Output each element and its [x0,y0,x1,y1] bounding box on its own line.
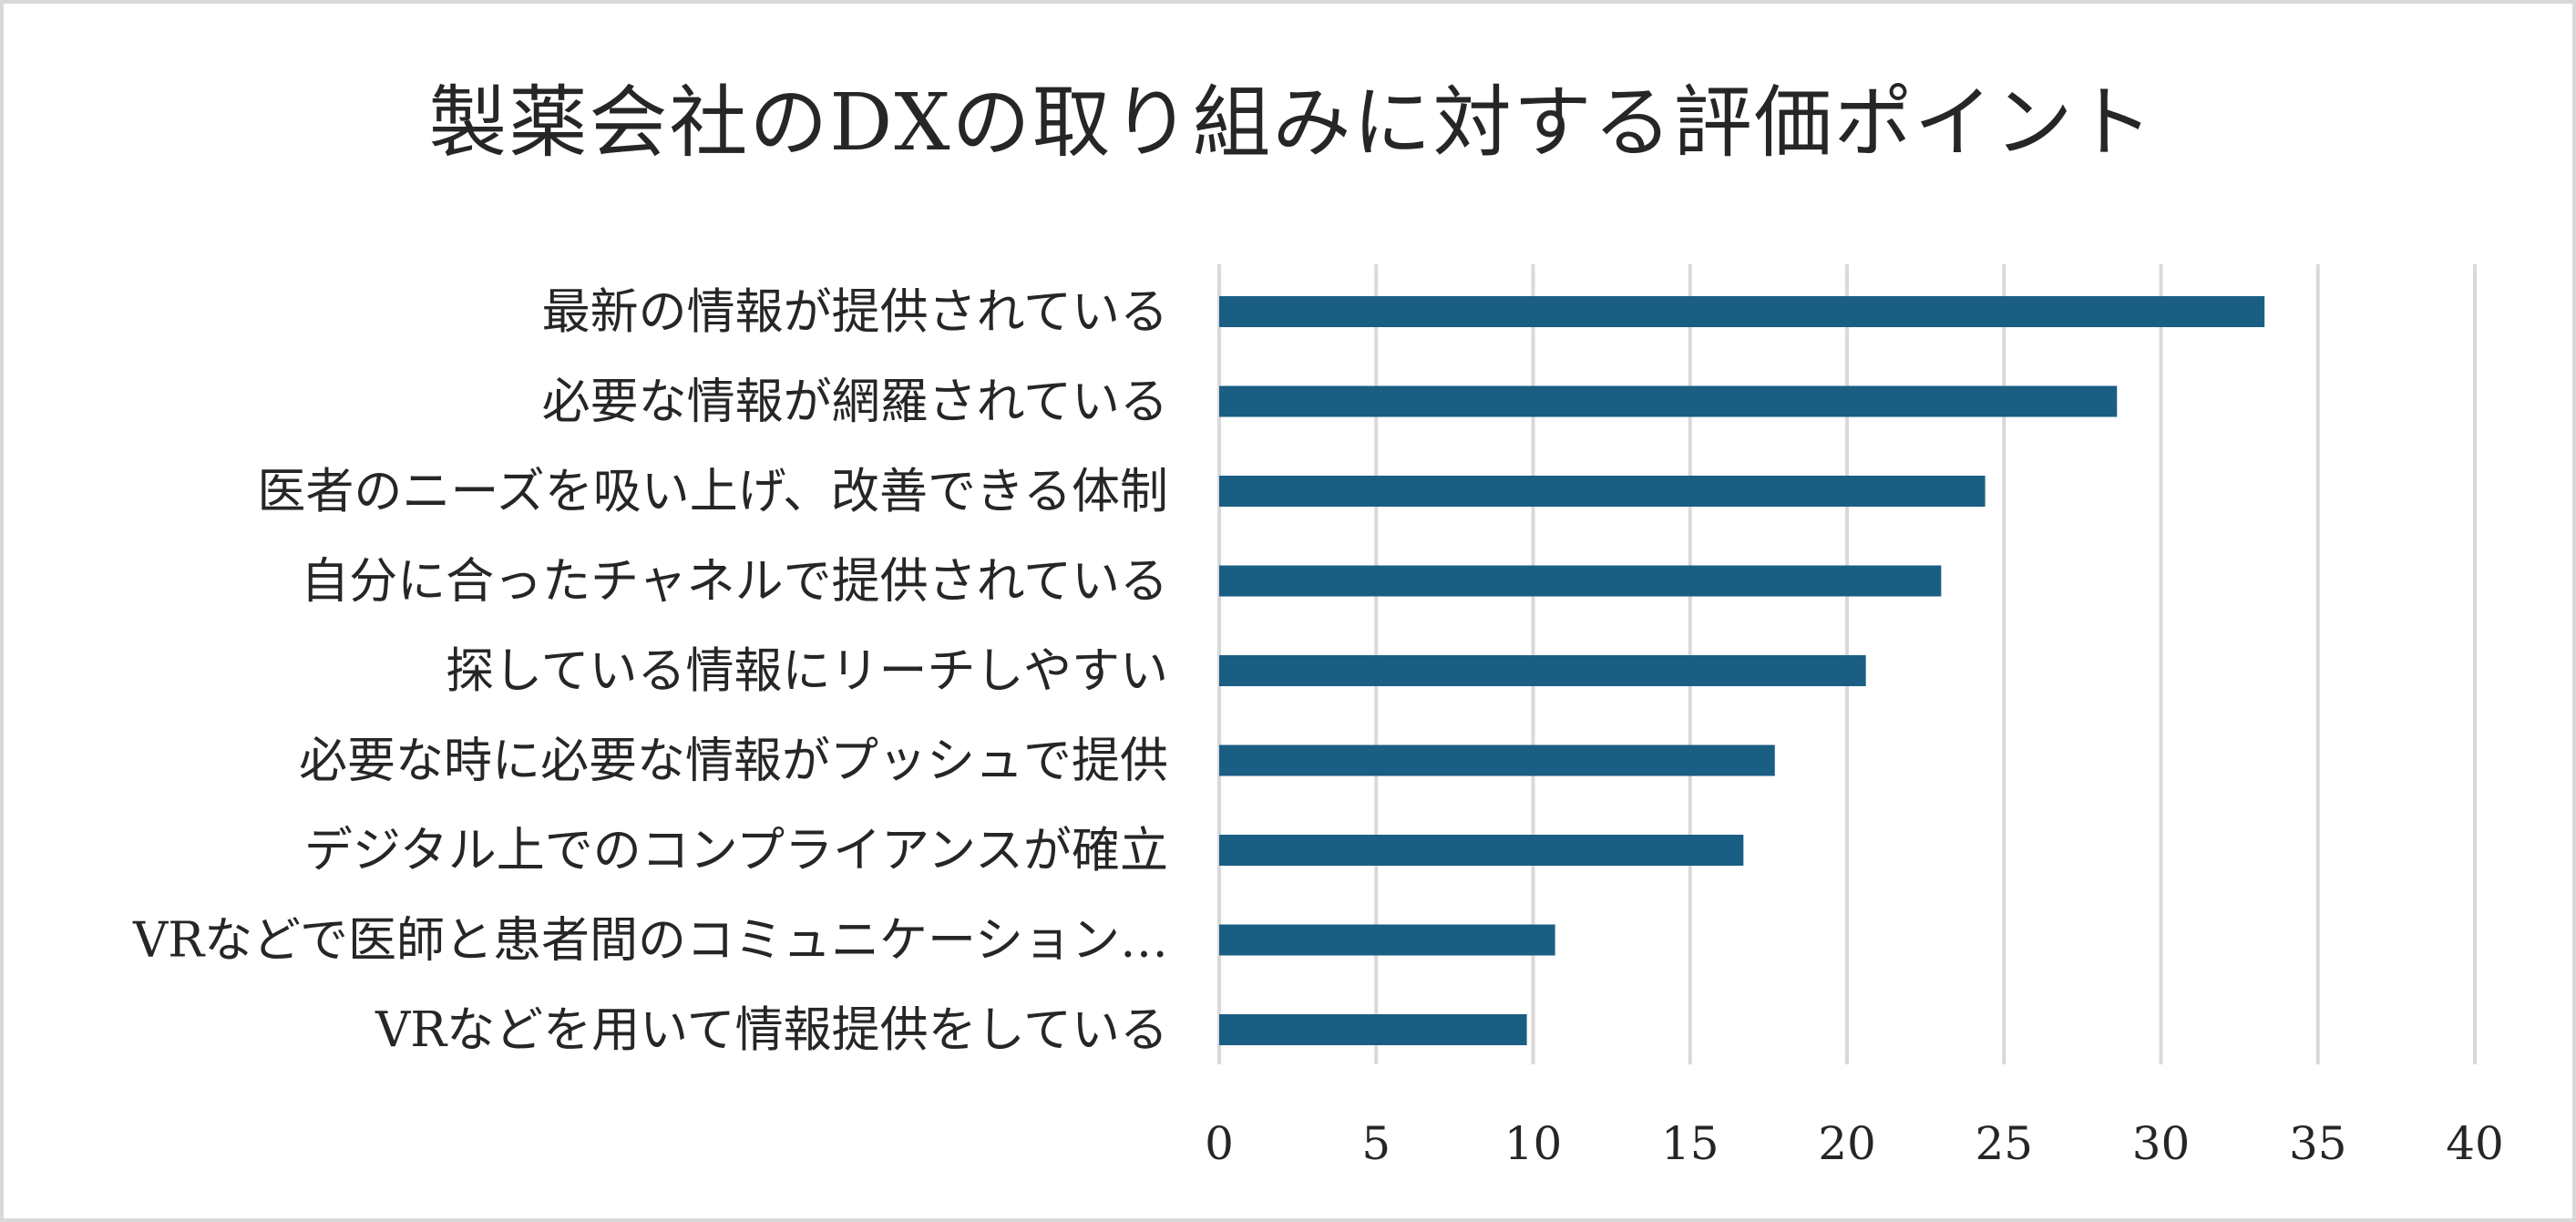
bar [1219,1014,1527,1045]
x-tick-label: 35 [2289,1117,2347,1170]
category-label: 必要な情報が網羅されている [542,375,1168,430]
bar [1219,476,1986,507]
bar [1219,385,2118,417]
x-tick-label: 10 [1504,1117,1563,1170]
category-label: デジタル上でのコンプライアンスが確立 [304,823,1168,878]
bar [1219,565,1942,597]
x-tick-label: 15 [1661,1117,1719,1170]
bar [1219,924,1555,956]
category-label: VRなどで医師と患者間のコミュニケーション… [132,913,1168,969]
x-tick-label: 40 [2446,1117,2504,1170]
bars [1219,296,2265,1045]
x-tick-label: 25 [1975,1117,2033,1170]
category-label: 自分に合ったチャネルで提供されている [301,554,1168,610]
x-tick-label: 20 [1818,1117,1876,1170]
x-tick-label: 30 [2132,1117,2191,1170]
category-labels: 最新の情報が提供されている必要な情報が網羅されている医者のニーズを吸い上げ、改善… [132,284,1168,1058]
category-label: 医者のニーズを吸い上げ、改善できる体制 [257,464,1168,519]
chart-title: 製薬会社のDXの取り組みに対する評価ポイント [428,77,2155,169]
bar [1219,835,1744,866]
bar [1219,296,2265,327]
x-tick-label: 0 [1205,1117,1234,1170]
x-axis-ticks: 0 5 10 15 20 25 30 35 40 [1205,1117,2504,1170]
category-label: 必要な時に必要な情報がプッシュで提供 [299,734,1168,789]
bar [1219,744,1775,776]
category-label: VRなどを用いて情報提供をしている [375,1002,1168,1058]
bar [1219,655,1866,686]
x-tick-label: 5 [1361,1117,1391,1170]
category-label: 探している情報にリーチしやすい [446,643,1168,699]
category-label: 最新の情報が提供されている [542,284,1168,340]
